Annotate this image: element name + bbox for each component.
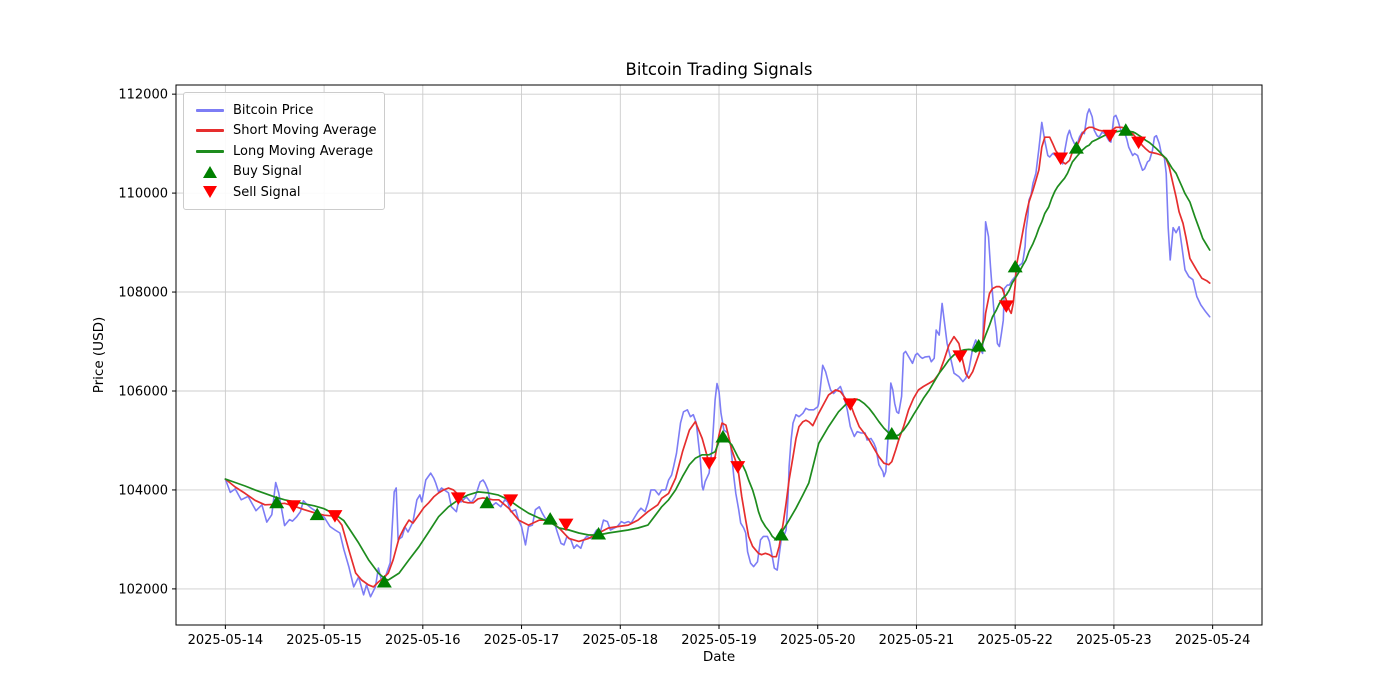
legend-label: Bitcoin Price — [233, 102, 314, 118]
price-line-swatch — [193, 108, 227, 112]
svg-text:2025-05-20: 2025-05-20 — [780, 633, 856, 648]
svg-text:2025-05-18: 2025-05-18 — [582, 633, 658, 648]
legend-label: Buy Signal — [233, 164, 302, 180]
legend-item-long-ma: Long Moving Average — [193, 141, 375, 162]
svg-text:104000: 104000 — [118, 483, 168, 498]
legend-item-sell-signal: Sell Signal — [193, 182, 375, 203]
chart-title: Bitcoin Trading Signals — [625, 60, 813, 79]
legend: Bitcoin Price Short Moving Average Long … — [183, 92, 385, 210]
buy-triangle-icon — [193, 165, 227, 178]
svg-text:2025-05-16: 2025-05-16 — [385, 633, 461, 648]
legend-label: Sell Signal — [233, 184, 301, 200]
svg-text:102000: 102000 — [118, 582, 168, 597]
svg-text:108000: 108000 — [118, 286, 168, 301]
svg-text:2025-05-22: 2025-05-22 — [977, 633, 1053, 648]
x-axis-label: Date — [702, 649, 736, 665]
svg-text:2025-05-19: 2025-05-19 — [681, 633, 757, 648]
svg-text:110000: 110000 — [118, 187, 168, 202]
svg-text:2025-05-15: 2025-05-15 — [286, 633, 362, 648]
legend-label: Short Moving Average — [233, 123, 377, 139]
svg-text:2025-05-17: 2025-05-17 — [484, 633, 560, 648]
legend-item-buy-signal: Buy Signal — [193, 162, 375, 183]
svg-text:2025-05-14: 2025-05-14 — [188, 633, 264, 648]
svg-text:2025-05-24: 2025-05-24 — [1175, 633, 1251, 648]
svg-text:2025-05-21: 2025-05-21 — [879, 633, 955, 648]
svg-text:112000: 112000 — [118, 88, 168, 103]
svg-text:106000: 106000 — [118, 384, 168, 399]
short-ma-line-swatch — [193, 129, 227, 133]
y-axis-label: Price (USD) — [91, 316, 107, 394]
svg-text:2025-05-23: 2025-05-23 — [1076, 633, 1152, 648]
legend-item-bitcoin-price: Bitcoin Price — [193, 100, 375, 121]
legend-item-short-ma: Short Moving Average — [193, 121, 377, 142]
long-ma-line-swatch — [193, 149, 227, 153]
sell-triangle-icon — [193, 186, 227, 199]
legend-label: Long Moving Average — [233, 143, 374, 159]
